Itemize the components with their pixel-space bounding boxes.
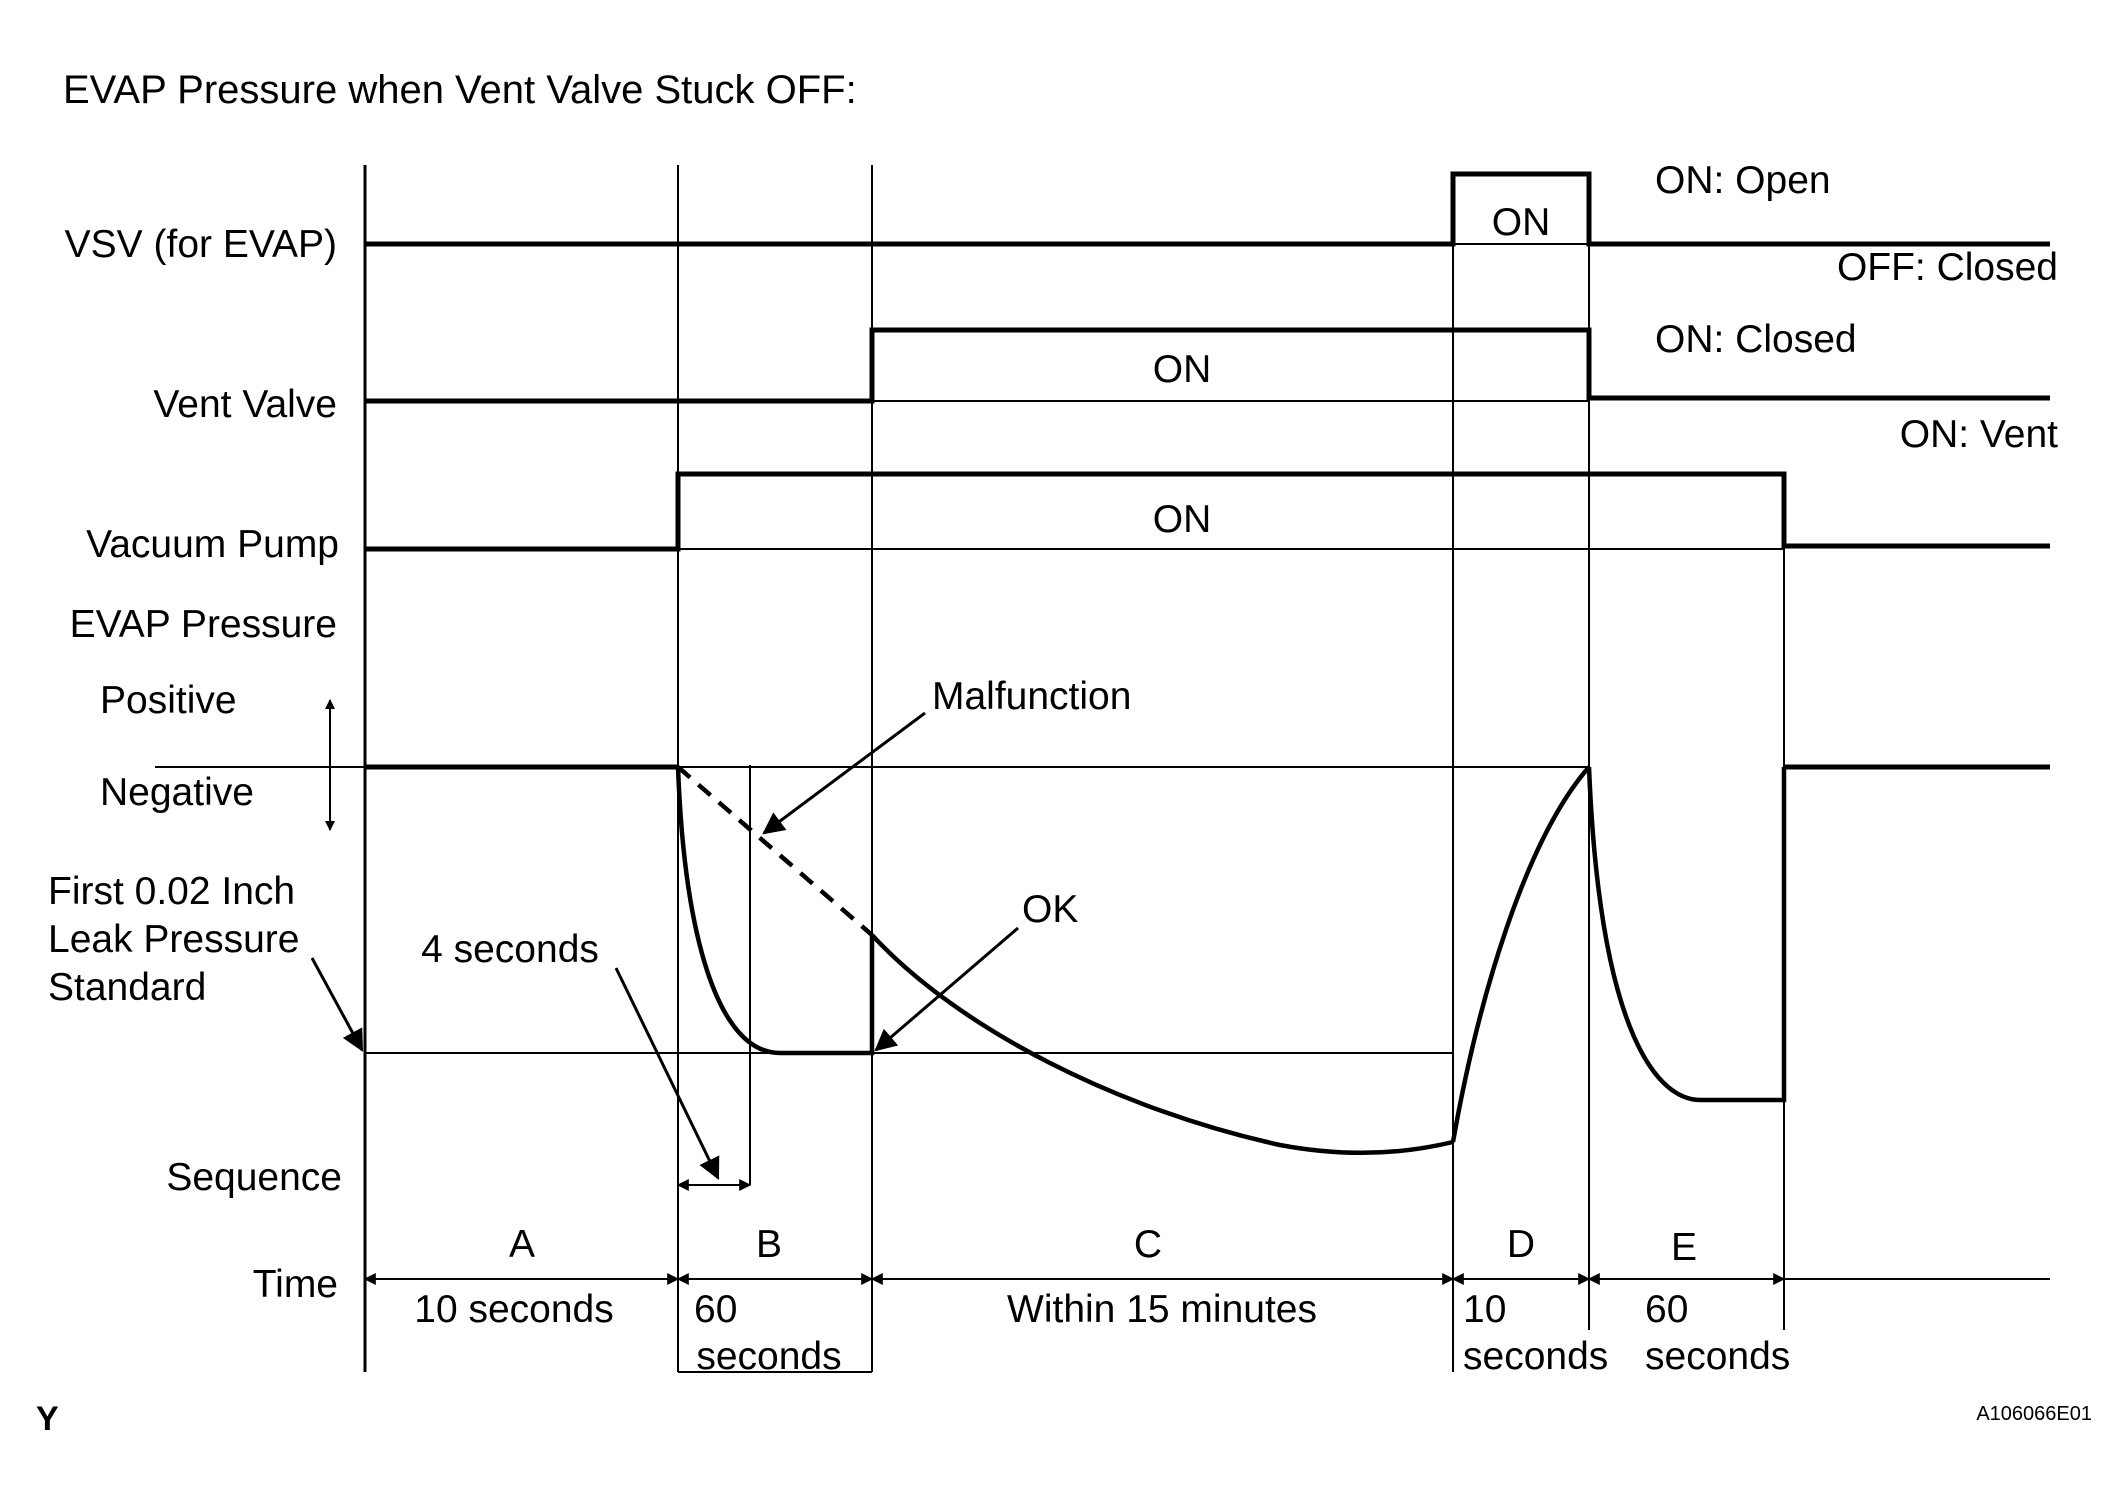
vent-valve-on-state: ON: Closed (1655, 318, 1857, 361)
step-e: E (1671, 1226, 1697, 1269)
vsv-label: VSV (for EVAP) (65, 223, 337, 266)
vsv-off-state: OFF: Closed (1837, 246, 2058, 289)
step-b: B (756, 1223, 782, 1266)
vent-valve-signal: ON (365, 327, 2050, 404)
leak-standard-label: First 0.02 Inch Leak Pressure Standard (48, 870, 299, 1009)
vent-valve-label: Vent Valve (153, 383, 337, 426)
svg-text:First 0.02 Inch: First 0.02 Inch (48, 870, 295, 913)
vacuum-pump-label: Vacuum Pump (86, 523, 339, 566)
vent-valve-on-label: ON (1153, 348, 1212, 391)
duration-d-line2: seconds (1463, 1335, 1608, 1378)
malfunction-arrow (762, 711, 926, 835)
malfunction-trace (676, 765, 874, 937)
vent-valve-off-state: ON: Vent (1900, 413, 2058, 456)
vacuum-pump-on-label: ON (1153, 498, 1212, 541)
duration-a: 10 seconds (414, 1288, 613, 1331)
duration-b-line1: 60 (694, 1288, 737, 1331)
sequence-label: Sequence (166, 1156, 342, 1199)
vsv-signal: ON (365, 171, 2050, 247)
duration-e-line1: 60 (1645, 1288, 1688, 1331)
figure-code: A106066E01 (1976, 1403, 2092, 1425)
vacuum-pump-signal: ON (365, 471, 2050, 552)
diagram-title: EVAP Pressure when Vent Valve Stuck OFF: (63, 68, 857, 112)
negative-label: Negative (100, 771, 254, 814)
leak-standard-arrow (310, 957, 364, 1052)
svg-text:Standard: Standard (48, 966, 206, 1009)
sequence-step-ids: A B C D E (509, 1223, 1697, 1269)
duration-e-line2: seconds (1645, 1335, 1790, 1378)
malfunction-label: Malfunction (932, 675, 1131, 718)
duration-b-line2: seconds (696, 1335, 841, 1378)
evap-pressure-label: EVAP Pressure (70, 603, 337, 646)
time-durations: 10 seconds 60 seconds Within 15 minutes … (414, 1288, 1790, 1378)
duration-c: Within 15 minutes (1007, 1288, 1317, 1331)
four-seconds-label: 4 seconds (421, 928, 599, 971)
step-d: D (1507, 1223, 1535, 1266)
step-c: C (1134, 1223, 1162, 1266)
ok-label: OK (1022, 888, 1078, 931)
svg-text:Leak Pressure: Leak Pressure (48, 918, 299, 961)
ok-arrow (874, 926, 1019, 1052)
corner-mark: Y (36, 1400, 59, 1438)
vsv-on-state: ON: Open (1655, 159, 1831, 202)
time-label: Time (253, 1263, 338, 1306)
duration-d-line1: 10 (1463, 1288, 1506, 1331)
evap-pressure-trace (365, 764, 2050, 1155)
four-seconds-pointer (614, 967, 720, 1180)
step-a: A (509, 1223, 535, 1266)
vsv-on-label: ON (1492, 201, 1551, 244)
positive-label: Positive (100, 679, 237, 722)
